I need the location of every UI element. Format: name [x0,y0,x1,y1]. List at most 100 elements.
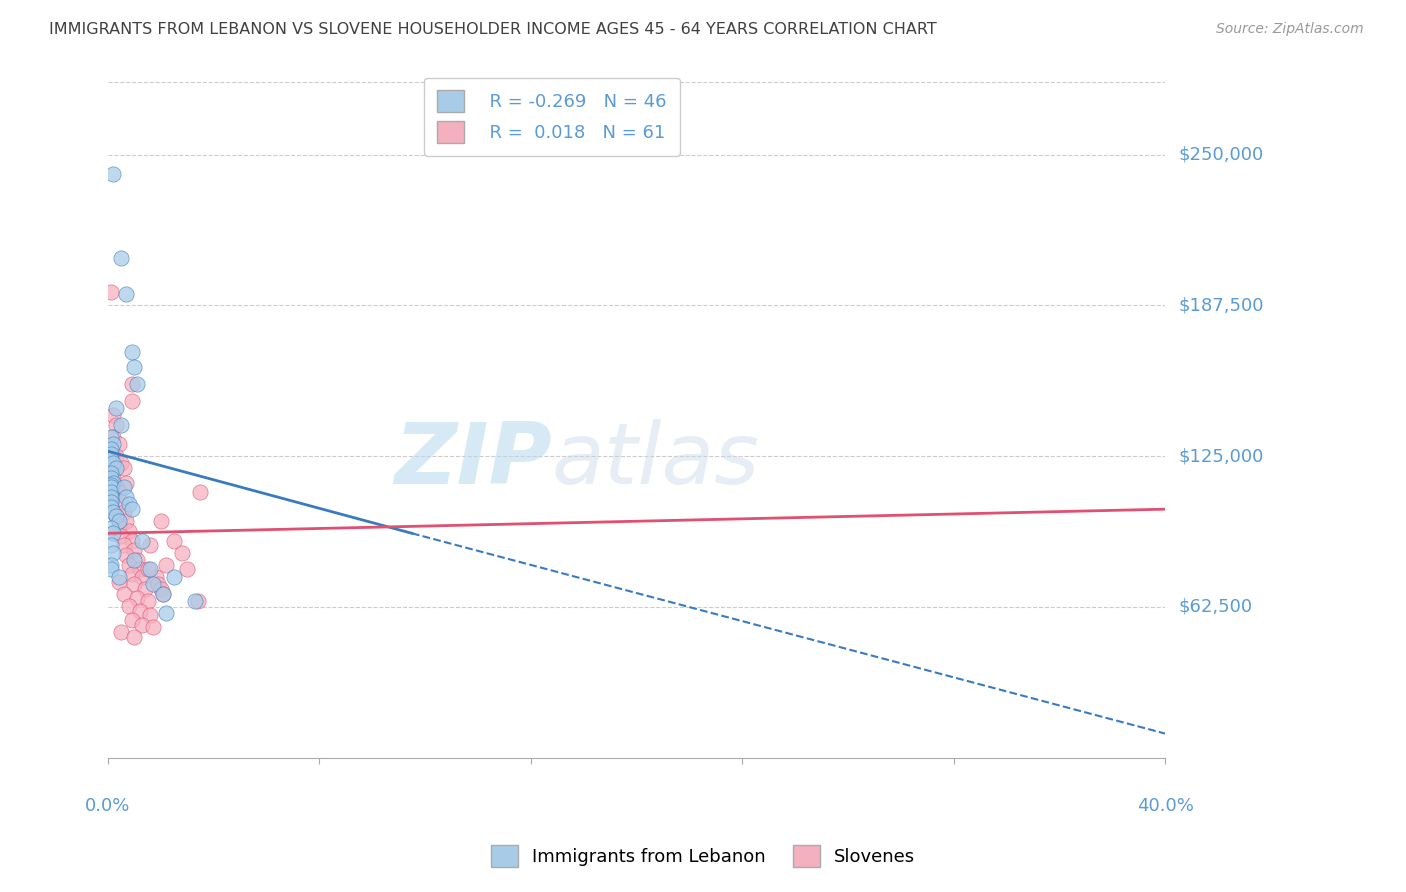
Point [115,490,138,504]
Point [139,608,162,623]
Point [155,606,177,620]
Point [103,456,125,470]
Point [118,558,141,572]
Point [131,533,153,548]
Point [131,570,153,584]
Text: $250,000: $250,000 [1180,145,1264,163]
Point [190,485,212,500]
Point [107,519,129,533]
Point [100,500,122,514]
Point [115,514,138,528]
Point [100,562,122,576]
Point [124,359,146,374]
Point [104,417,127,432]
Text: $125,000: $125,000 [1180,447,1264,465]
Point [100,442,122,456]
Point [110,495,132,509]
Text: 0.0%: 0.0% [86,797,131,814]
Point [163,570,186,584]
Point [104,509,127,524]
Point [103,408,125,422]
Point [149,514,172,528]
Point [100,495,122,509]
Point [124,543,146,558]
Point [112,461,135,475]
Point [121,393,143,408]
Point [100,538,122,552]
Point [149,582,172,596]
Point [107,570,129,584]
Point [100,480,122,494]
Point [121,567,143,582]
Point [107,574,129,589]
Point [100,521,122,535]
Point [115,475,138,490]
Point [107,514,129,528]
Point [103,167,125,181]
Point [100,490,122,504]
Point [142,577,165,591]
Point [118,497,141,511]
Legend:   R = -0.269   N = 46,   R =  0.018   N = 61: R = -0.269 N = 46, R = 0.018 N = 61 [425,78,679,156]
Point [125,376,148,391]
Point [100,466,122,480]
Point [103,526,125,541]
Text: 40.0%: 40.0% [1136,797,1194,814]
Point [152,586,174,600]
Text: atlas: atlas [553,419,761,502]
Point [145,570,167,584]
Point [103,437,125,451]
Point [170,546,193,560]
Point [103,490,125,504]
Point [184,594,207,608]
Point [128,603,150,617]
Point [148,577,170,591]
Text: IMMIGRANTS FROM LEBANON VS SLOVENE HOUSEHOLDER INCOME AGES 45 - 64 YEARS CORRELA: IMMIGRANTS FROM LEBANON VS SLOVENE HOUSE… [49,22,936,37]
Point [100,471,122,485]
Point [176,562,198,576]
Point [187,594,209,608]
Point [125,591,148,606]
Point [100,466,122,480]
Point [118,599,141,613]
Point [104,461,127,475]
Point [152,586,174,600]
Point [110,625,132,640]
Point [115,287,138,301]
Point [121,502,143,516]
Point [103,505,125,519]
Text: $62,500: $62,500 [1180,598,1253,615]
Text: $187,500: $187,500 [1180,296,1264,314]
Point [142,620,165,634]
Point [125,553,148,567]
Point [112,505,135,519]
Text: Source: ZipAtlas.com: Source: ZipAtlas.com [1216,22,1364,37]
Point [100,447,122,461]
Point [118,524,141,538]
Point [103,471,125,485]
Point [110,456,132,470]
Point [121,345,143,359]
Point [104,480,127,494]
Point [121,613,143,627]
Point [104,509,127,524]
Point [139,562,162,576]
Point [104,449,127,463]
Point [155,558,177,572]
Point [107,485,129,500]
Point [103,430,125,444]
Point [110,529,132,543]
Point [121,376,143,391]
Point [100,558,122,572]
Point [107,437,129,451]
Point [100,442,122,456]
Legend: Immigrants from Lebanon, Slovenes: Immigrants from Lebanon, Slovenes [484,838,922,874]
Point [104,401,127,415]
Point [115,548,138,562]
Point [163,533,186,548]
Point [131,618,153,632]
Point [100,430,122,444]
Point [100,451,122,466]
Point [112,538,135,552]
Point [112,586,135,600]
